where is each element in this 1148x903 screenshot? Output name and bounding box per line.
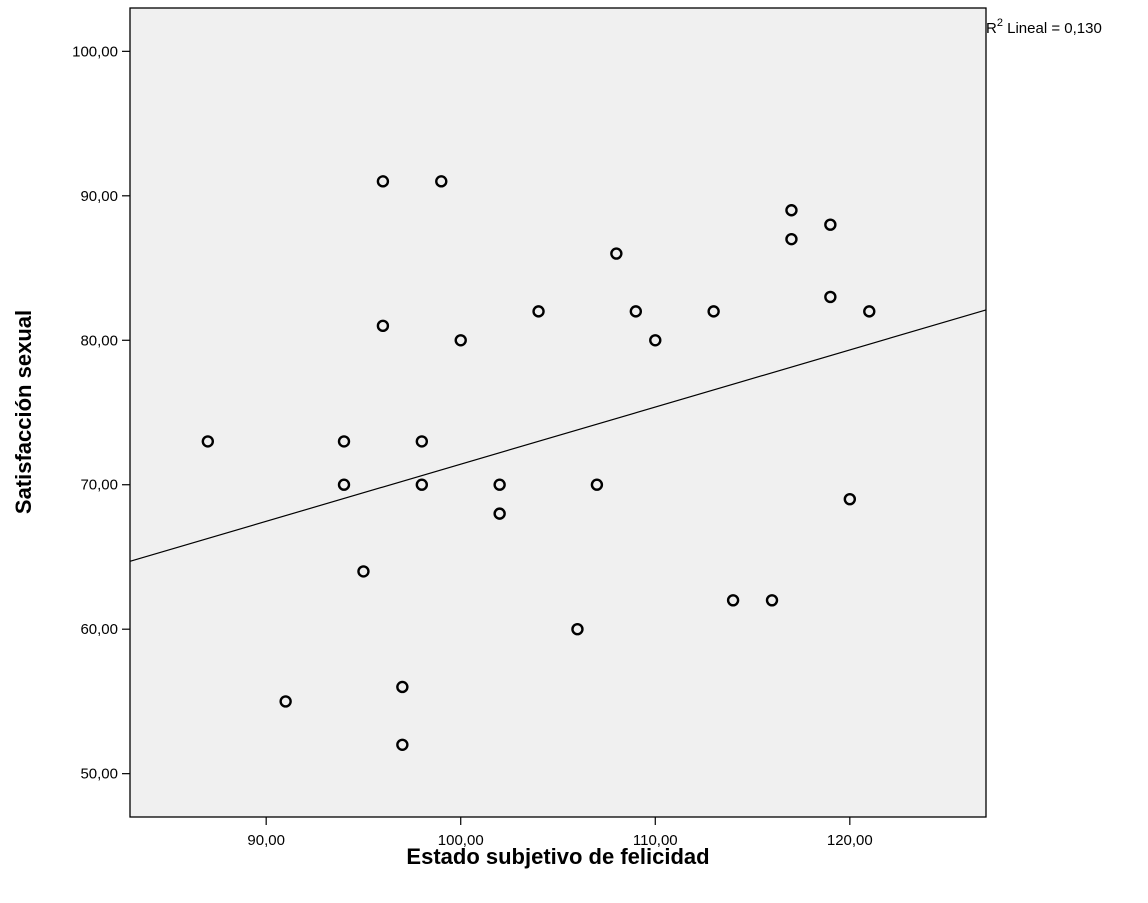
x-tick-label: 100,00 [438, 832, 484, 849]
y-axis-title: Satisfacción sexual [11, 310, 36, 514]
data-point [726, 594, 740, 607]
data-point [279, 695, 292, 708]
data-point [765, 594, 779, 607]
data-point [863, 305, 876, 318]
data-point [785, 232, 798, 246]
data-point [649, 334, 662, 347]
data-point [493, 507, 506, 520]
data-point [357, 565, 370, 578]
x-tick-label: 120,00 [827, 832, 873, 849]
y-axis: 50,00 60,00 70,00 80,00 90,00 100,00 [72, 43, 130, 783]
data-point [376, 319, 390, 333]
y-tick-label: 100,00 [72, 43, 118, 60]
data-point [337, 435, 351, 448]
data-point [571, 622, 584, 636]
data-points [201, 175, 876, 751]
x-tick-label: 90,00 [247, 832, 285, 849]
y-tick-label: 60,00 [80, 621, 118, 638]
y-tick-label: 80,00 [80, 332, 118, 349]
x-axis-title: Estado subjetivo de felicidad [406, 844, 709, 869]
data-point [454, 334, 467, 347]
data-point [824, 218, 837, 231]
data-point [376, 175, 390, 188]
fit-label-text: Lineal = 0,130 [1003, 20, 1102, 37]
data-point [435, 175, 448, 188]
fit-label-superscript: 2 [997, 17, 1003, 29]
x-tick-label: 110,00 [633, 832, 678, 849]
y-tick-label: 90,00 [80, 188, 118, 205]
data-point [201, 435, 215, 448]
data-point [785, 204, 798, 217]
data-point [532, 305, 545, 318]
fit-line-label: R2 Lineal = 0,130 [986, 17, 1102, 37]
data-point [337, 478, 351, 491]
data-point [415, 478, 429, 491]
y-tick-label: 50,00 [80, 766, 118, 783]
data-point [590, 478, 604, 491]
x-axis: 90,00 100,00 110,00 120,00 [247, 817, 873, 849]
data-point [415, 435, 429, 448]
data-point [824, 290, 837, 304]
data-point [396, 738, 409, 751]
y-tick-label: 70,00 [80, 477, 118, 494]
data-point [396, 680, 409, 694]
data-point [843, 492, 857, 506]
data-point [610, 247, 623, 260]
data-point [493, 478, 506, 491]
fit-label-prefix: R [986, 20, 997, 37]
data-point [629, 305, 643, 318]
fit-line [129, 309, 987, 562]
data-point [707, 305, 720, 318]
plot-area [129, 7, 987, 818]
